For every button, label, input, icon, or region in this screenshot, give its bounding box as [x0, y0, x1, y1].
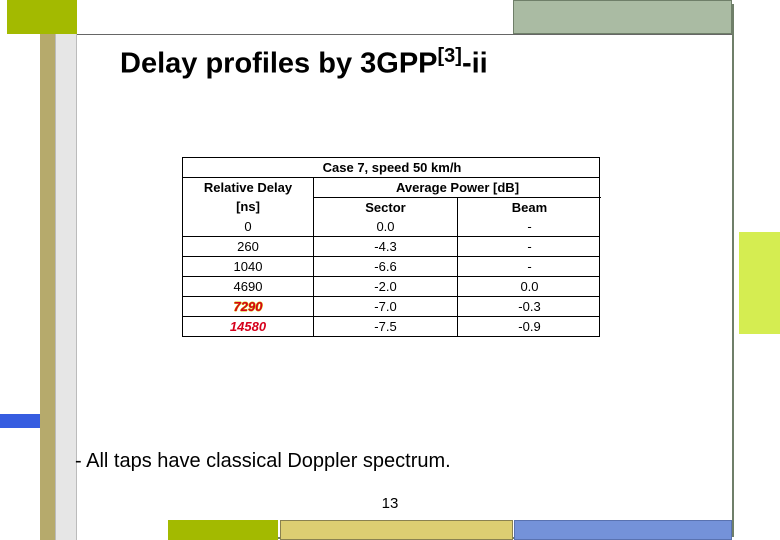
decor-olive-bot	[168, 520, 278, 540]
decor-olive-top	[7, 0, 77, 34]
table-row: 00.0-	[183, 217, 599, 236]
cell-beam: 0.0	[457, 277, 601, 296]
table-row: 14580-7.5-0.9	[183, 316, 599, 336]
table-row: 260-4.3-	[183, 236, 599, 256]
cell-beam: -	[457, 257, 601, 276]
table-row: 1040-6.6-	[183, 256, 599, 276]
cell-sector: -7.5	[313, 317, 457, 336]
decor-left-strip1	[40, 34, 55, 540]
slide-title: Delay profiles by 3GPP[3]-ii	[120, 45, 720, 81]
cell-delay: 4690	[183, 277, 313, 296]
cell-delay: 260	[183, 237, 313, 256]
decor-left-strip2	[55, 34, 77, 540]
table-row: 4690-2.00.0	[183, 276, 599, 296]
cell-delay: 7290	[183, 297, 313, 316]
decor-lime-right	[739, 232, 780, 334]
col-header-delay-2: [ns]	[183, 197, 313, 217]
cell-sector: -2.0	[313, 277, 457, 296]
footnote: - All taps have classical Doppler spectr…	[75, 450, 451, 473]
table-row: 7290-7.0-0.3	[183, 296, 599, 316]
decor-right-line	[732, 4, 734, 537]
decor-blue-bot	[514, 520, 732, 540]
cell-sector: -6.6	[313, 257, 457, 276]
cell-sector: -7.0	[313, 297, 457, 316]
cell-beam: -0.9	[457, 317, 601, 336]
page-number: 13	[0, 495, 780, 512]
cell-delay: 0	[183, 217, 313, 236]
title-pre: Delay profiles by 3GPP	[120, 48, 438, 80]
decor-yellow-bot	[280, 520, 513, 540]
cell-sector: -4.3	[313, 237, 457, 256]
col-header-delay-1: Relative Delay	[183, 178, 313, 197]
slide: Delay profiles by 3GPP[3]-ii Case 7, spe…	[0, 0, 780, 540]
col-header-sector: Sector	[313, 197, 457, 217]
delay-profile-table: Case 7, speed 50 km/h Relative Delay Ave…	[182, 157, 600, 337]
title-post: -ii	[462, 48, 488, 80]
cell-beam: -	[457, 237, 601, 256]
cell-delay: 1040	[183, 257, 313, 276]
cell-beam: -	[457, 217, 601, 236]
title-sup: [3]	[438, 45, 462, 67]
cell-delay: 14580	[183, 317, 313, 336]
col-header-beam: Beam	[457, 197, 601, 217]
table-caption: Case 7, speed 50 km/h	[183, 158, 601, 177]
cell-sector: 0.0	[313, 217, 457, 236]
col-header-power: Average Power [dB]	[313, 178, 601, 197]
cell-beam: -0.3	[457, 297, 601, 316]
decor-thin-top	[77, 34, 732, 35]
decor-grey-top	[513, 0, 732, 34]
